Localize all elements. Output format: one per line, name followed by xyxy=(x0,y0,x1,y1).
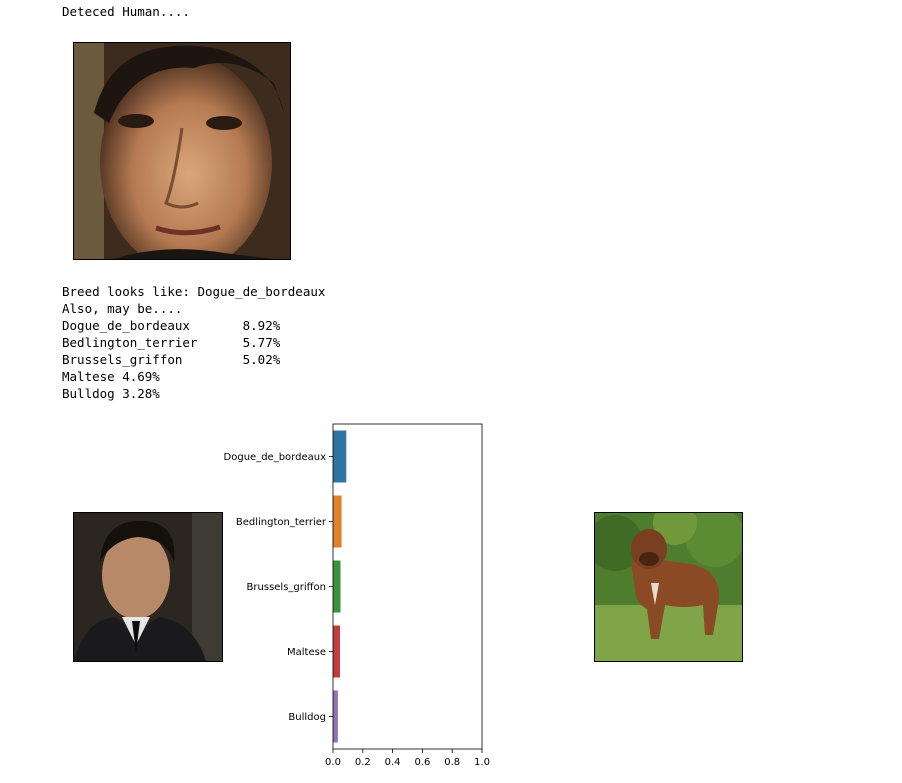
prediction-line: Maltese 4.69% xyxy=(62,369,160,384)
bar xyxy=(333,430,347,483)
bar xyxy=(333,495,342,548)
breed-prediction-text: Breed looks like: Dogue_de_bordeaux xyxy=(62,284,326,299)
x-tick-label: 0.6 xyxy=(414,757,430,768)
x-tick-label: 1.0 xyxy=(474,757,490,768)
dog-breed-image xyxy=(594,512,743,662)
human-face-image xyxy=(73,42,291,260)
bar xyxy=(333,625,340,678)
prediction-line: Dogue_de_bordeaux 8.92% xyxy=(62,318,281,333)
y-tick-label: Maltese xyxy=(287,647,326,658)
y-tick-label: Bulldog xyxy=(288,712,326,723)
human-portrait-image xyxy=(73,512,223,662)
breed-probability-chart: Dogue_de_bordeaux Bedlington_terrier Bruss… xyxy=(224,423,490,768)
also-maybe-text: Also, may be.... xyxy=(62,301,183,316)
x-tick-label: 0.0 xyxy=(325,757,341,768)
x-tick-label: 0.2 xyxy=(355,757,371,768)
prediction-line: Bulldog 3.28% xyxy=(62,386,160,401)
plot-frame xyxy=(332,423,483,750)
prediction-line: Bedlington_terrier 5.77% xyxy=(62,335,281,350)
y-tick-label: Bedlington_terrier xyxy=(236,517,327,528)
detected-text: Deteced Human.... xyxy=(62,4,190,19)
y-tick-label: Brussels_griffon xyxy=(247,582,326,593)
x-tick-label: 0.8 xyxy=(444,757,460,768)
y-tick-label: Dogue_de_bordeaux xyxy=(224,452,327,463)
prediction-line: Brussels_griffon 5.02% xyxy=(62,352,281,367)
x-tick-label: 0.4 xyxy=(385,757,401,768)
bar xyxy=(333,690,338,743)
bar xyxy=(333,560,341,613)
